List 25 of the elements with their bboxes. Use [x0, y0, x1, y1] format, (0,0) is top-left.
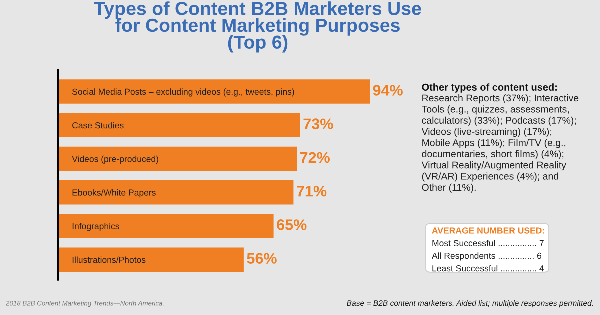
text: Research Reports (37%); Interactive Tools (e.g., quizzes, assessments, calculators) (33%); Podcasts (17%); Videos (live-streaming) (17%); Mobile Apps (11%); Film/TV (e.g., documentaries, short films) (4%); Virtual Reality/Augmented Reality (VR/AR) Experiences (4%); and Other (11%).: [422, 94, 579, 193]
chart-title: Types of Content B2B Marketers Use for Content Marketing Purposes (Top 6): [94, 2, 422, 53]
bar: [58, 214, 274, 238]
text: Other types of content used:: [422, 84, 557, 93]
bar: [58, 146, 298, 172]
y-tick-label: Case Studies: [72, 122, 124, 129]
bar: [58, 80, 370, 104]
bar: [58, 180, 294, 205]
y-tick-label: Ebooks/White Papers: [72, 189, 156, 198]
data-label: 73%: [304, 118, 334, 130]
text: AVERAGE NUMBER USED:: [432, 228, 544, 234]
data-label: 56%: [247, 253, 277, 264]
text: Most Successful ................ 7: [432, 240, 544, 246]
data-label: 72%: [300, 152, 330, 164]
y-tick-label: Infographics: [72, 223, 120, 232]
text: All Respondents ............... 6: [432, 252, 542, 261]
data-label: 65%: [277, 220, 307, 230]
bar: [58, 113, 300, 138]
y-tick-label: Social Media Posts – excluding videos (e.g., tweets, pins): [72, 88, 294, 97]
bar: [58, 248, 244, 272]
y-tick-label: Videos (pre-produced): [72, 156, 158, 164]
y-tick-label: Illustrations/Photos: [72, 256, 146, 264]
text: Least Successful ............... 4: [432, 265, 544, 272]
data-label: 94%: [373, 85, 403, 96]
data-label: 71%: [297, 186, 327, 197]
